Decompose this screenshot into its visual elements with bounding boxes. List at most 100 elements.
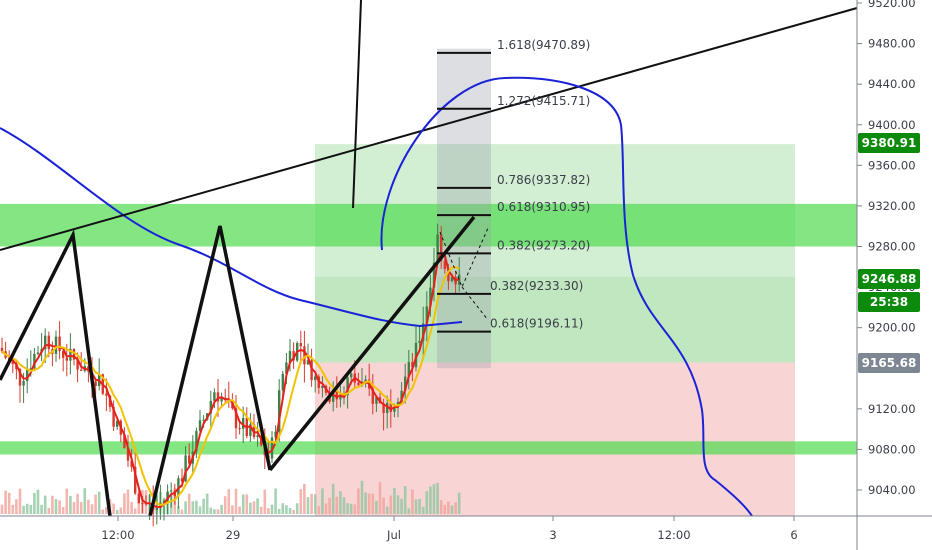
volume-bar	[306, 497, 310, 514]
volume-bar	[0, 504, 4, 514]
time-tick-label: 6	[790, 528, 797, 542]
fib-level-label: 0.786(9337.82)	[497, 173, 590, 187]
volume-bar	[65, 488, 69, 514]
volume-bar	[342, 497, 346, 514]
price-tick-label: 9280.00	[868, 240, 916, 254]
volume-bar	[94, 494, 97, 514]
volume-bar	[234, 488, 238, 514]
volume-layer	[0, 480, 461, 514]
candle-body	[418, 340, 421, 343]
volume-bar	[126, 489, 130, 514]
volume-bar	[288, 507, 292, 514]
candle-body	[404, 376, 407, 391]
candle-body	[112, 406, 115, 427]
price-badge	[858, 133, 920, 153]
candle-body	[292, 351, 295, 361]
volume-bar	[249, 502, 252, 514]
volume-bar	[198, 506, 202, 514]
volume-bar	[22, 505, 25, 514]
time-axis[interactable]: 12:00 29 Jul 3 12:00 6	[101, 516, 798, 542]
drawn-curve	[380, 76, 753, 517]
volume-bar	[220, 504, 223, 514]
volume-bar	[133, 508, 137, 514]
volume-bar	[187, 493, 191, 514]
price-tick-label: 9480.00	[868, 37, 916, 51]
candle-body	[303, 346, 306, 365]
candle-body	[184, 455, 187, 482]
time-tick-label: 12:00	[657, 528, 690, 542]
price-tick-label: 9520.00	[868, 0, 916, 10]
volume-bar	[101, 509, 105, 514]
projection-dashed	[439, 227, 489, 289]
candle-body	[375, 397, 378, 404]
volume-bar	[238, 506, 241, 514]
candle-body	[256, 435, 259, 437]
price-axis[interactable]: 9520.00 9480.00 9440.00 9400.00 9360.00 9320.…	[857, 0, 916, 497]
candle-body	[447, 269, 450, 282]
candle-body	[180, 478, 184, 482]
candle-body	[72, 348, 76, 360]
volume-bar	[411, 489, 414, 514]
price-badge-label: 25:38	[870, 295, 908, 309]
volume-bar	[245, 494, 249, 514]
volume-bar	[400, 498, 403, 514]
volume-bar	[267, 508, 270, 514]
volume-bar	[270, 504, 274, 514]
volume-bar	[425, 491, 429, 514]
candle-body	[411, 362, 414, 368]
candle-body	[306, 360, 310, 365]
volume-bar	[457, 492, 461, 514]
fib-level-label: 0.618(9310.95)	[497, 200, 590, 214]
candle-body	[155, 508, 158, 511]
trendline-upper	[0, 7, 858, 251]
candle-body	[371, 388, 374, 404]
volume-bar	[11, 504, 15, 514]
volume-bar	[33, 492, 36, 514]
volume-bar	[353, 504, 357, 514]
volume-bar	[274, 488, 277, 514]
volume-bar	[112, 503, 115, 514]
drawings-layer	[0, 0, 858, 517]
volume-bar	[51, 495, 54, 514]
volume-bar	[292, 509, 295, 514]
time-tick-label: 12:00	[101, 528, 134, 542]
volume-bar	[317, 506, 321, 514]
price-badge-label: 9380.91	[862, 136, 917, 150]
price-tick-label: 9360.00	[868, 158, 916, 172]
candle-body	[443, 260, 446, 270]
volume-bar	[40, 504, 43, 514]
ma-slow-line	[1, 266, 460, 506]
candle-body	[44, 335, 47, 350]
candle-body	[76, 359, 79, 370]
volume-bar	[7, 492, 11, 514]
trendline-vertical	[352, 0, 362, 209]
volume-bar	[213, 509, 216, 514]
candle-body	[249, 424, 252, 436]
candle-body	[33, 353, 36, 369]
candle-body	[65, 357, 68, 361]
volume-bar	[321, 488, 324, 514]
candle-body	[62, 351, 65, 358]
candle-body	[339, 396, 342, 400]
volume-bar	[72, 502, 76, 514]
candle-body	[36, 352, 40, 354]
volume-bar	[367, 493, 371, 514]
volume-bar	[364, 492, 367, 514]
volume-bar	[303, 483, 306, 514]
volume-bar	[177, 506, 180, 514]
volume-bar	[310, 493, 313, 514]
volume-bar	[360, 480, 364, 514]
volume-bar	[429, 486, 432, 514]
volume-bar	[277, 508, 281, 514]
candle-body	[389, 402, 392, 412]
candle-body	[105, 393, 108, 396]
candle-body	[274, 431, 277, 438]
volume-bar	[4, 490, 7, 514]
volume-bar	[252, 501, 256, 514]
price-badge-label: 9246.88	[862, 272, 917, 286]
candle-body	[288, 351, 292, 363]
volume-bar	[407, 508, 411, 514]
candle-body	[350, 373, 353, 378]
volume-bar	[43, 495, 47, 514]
